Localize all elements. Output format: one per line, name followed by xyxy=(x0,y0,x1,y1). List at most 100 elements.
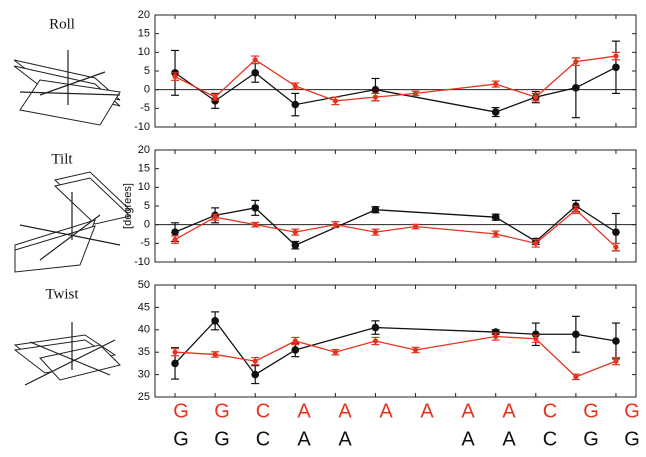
data-point xyxy=(332,349,338,355)
base-letter: A xyxy=(297,400,311,422)
y-tick-label: 50 xyxy=(138,279,150,291)
data-point xyxy=(212,94,218,100)
panel-title: Twist xyxy=(45,286,79,302)
data-point xyxy=(533,240,539,246)
base-letter: G xyxy=(214,400,230,422)
data-point xyxy=(573,374,579,380)
base-letter: C xyxy=(256,400,270,422)
y-tick-label: -5 xyxy=(140,102,150,114)
base-letter: G xyxy=(624,400,640,422)
data-point xyxy=(292,229,298,235)
tilt-illustration xyxy=(14,171,132,273)
data-point xyxy=(412,223,419,230)
data-point xyxy=(171,228,179,236)
data-point xyxy=(533,94,539,100)
base-letter: A xyxy=(502,400,516,422)
y-tick-label: 15 xyxy=(138,163,150,175)
data-point xyxy=(371,85,380,94)
data-point xyxy=(371,323,380,332)
base-letter: G xyxy=(583,400,599,422)
data-point xyxy=(291,241,300,249)
data-point xyxy=(172,349,178,355)
y-tick-label: 25 xyxy=(138,391,150,403)
data-point xyxy=(531,330,540,339)
y-tick-label: 10 xyxy=(138,181,150,193)
base-letter: G xyxy=(583,428,599,450)
data-point xyxy=(493,333,499,340)
data-point xyxy=(412,90,419,96)
data-point xyxy=(251,370,260,379)
plot-frame xyxy=(154,149,637,263)
base-letter: A xyxy=(420,400,434,422)
data-point xyxy=(212,351,218,358)
data-point xyxy=(573,207,579,213)
twist-illustration xyxy=(13,322,121,386)
panel-title: Roll xyxy=(49,16,75,32)
data-point xyxy=(372,229,379,235)
data-point xyxy=(291,100,300,109)
data-point xyxy=(572,84,580,92)
data-point xyxy=(172,237,178,243)
y-tick-label: 10 xyxy=(138,46,150,58)
data-point xyxy=(612,228,620,236)
data-point xyxy=(371,205,380,214)
y-tick-label: 20 xyxy=(138,9,150,21)
y-tick-label: -10 xyxy=(134,256,150,268)
y-tick-label: 40 xyxy=(138,324,150,336)
base-letter: A xyxy=(461,400,475,422)
y-axis-label: [degrees] xyxy=(122,183,134,229)
base-letter: C xyxy=(256,428,270,450)
data-point xyxy=(493,231,499,237)
data-point xyxy=(211,317,219,325)
data-point xyxy=(491,108,500,116)
data-point xyxy=(612,337,620,345)
base-letter: G xyxy=(214,428,230,450)
base-letter: A xyxy=(502,428,516,450)
panel-title: Tilt xyxy=(51,151,73,167)
base-letter: A xyxy=(461,428,475,450)
y-tick-label: 45 xyxy=(138,301,150,313)
y-tick-label: -10 xyxy=(134,121,150,133)
data-point xyxy=(613,358,619,364)
data-point xyxy=(251,204,260,212)
data-point xyxy=(613,244,619,250)
data-point xyxy=(533,336,539,342)
data-point xyxy=(291,346,300,354)
y-tick-label: 35 xyxy=(138,346,150,358)
data-point xyxy=(292,83,298,89)
data-point xyxy=(292,338,298,344)
data-point xyxy=(251,69,260,77)
data-point xyxy=(252,57,258,63)
y-tick-label: 15 xyxy=(138,28,150,40)
data-point xyxy=(573,59,579,65)
data-point xyxy=(493,81,499,87)
y-tick-label: 5 xyxy=(144,200,150,212)
base-letter: C xyxy=(543,400,557,422)
data-point xyxy=(491,328,500,336)
data-point xyxy=(211,97,219,105)
y-tick-label: 20 xyxy=(138,144,150,156)
base-letter: G xyxy=(173,428,189,450)
data-point xyxy=(491,213,500,221)
roll-illustration xyxy=(13,50,121,126)
base-letter: A xyxy=(338,428,352,450)
y-tick-label: 5 xyxy=(144,65,150,77)
y-tick-label: 30 xyxy=(138,369,150,381)
data-point xyxy=(412,347,419,353)
y-tick-label: 0 xyxy=(144,84,150,96)
data-point xyxy=(612,63,620,72)
data-point xyxy=(252,358,258,364)
y-tick-label: 0 xyxy=(144,219,150,231)
data-point xyxy=(171,359,179,368)
data-point xyxy=(212,214,218,220)
data-point xyxy=(372,338,379,344)
data-point xyxy=(572,330,580,339)
y-tick-label: -5 xyxy=(140,237,150,249)
series-line xyxy=(174,319,617,376)
plot-frame xyxy=(154,284,637,398)
base-letter: C xyxy=(543,428,557,450)
data-point xyxy=(252,222,258,228)
base-letter: G xyxy=(624,428,640,450)
base-letter: A xyxy=(297,428,311,450)
base-letter: G xyxy=(173,400,189,422)
